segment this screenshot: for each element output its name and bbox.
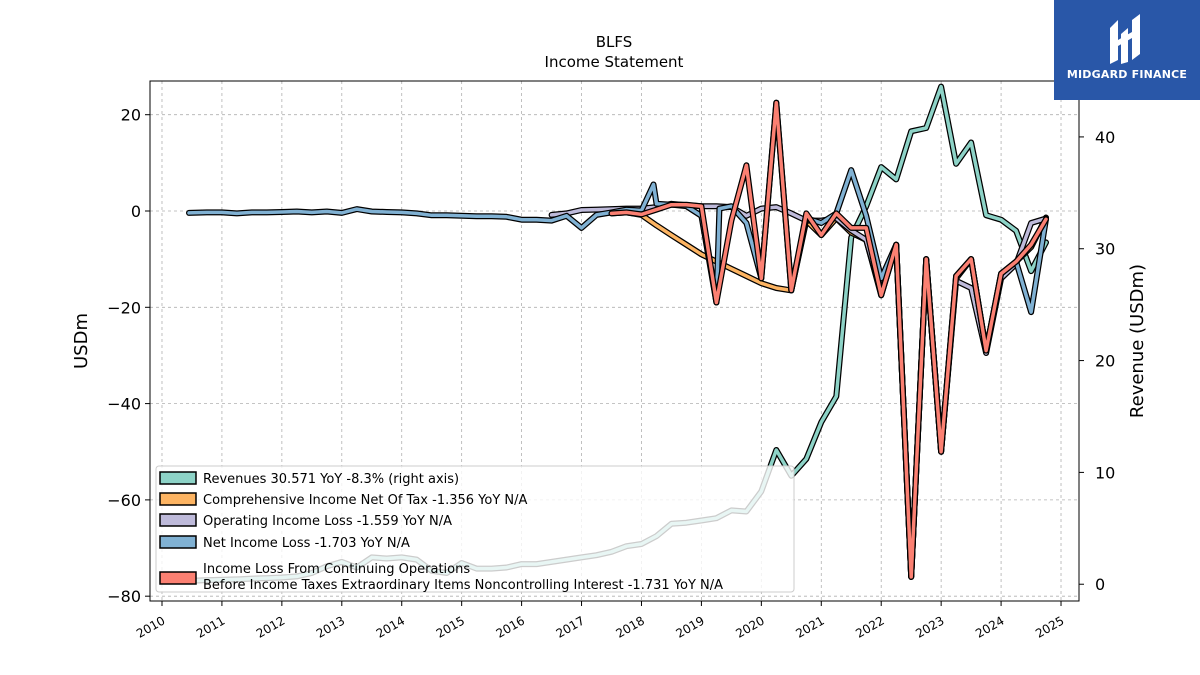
legend-swatch — [159, 471, 197, 485]
y-axis-left: 20 0 −20 −40 −60 −80 — [107, 106, 150, 606]
chart-subtitle: Income Statement — [545, 53, 684, 71]
legend-label: Net Income Loss -1.703 YoY N/A — [203, 536, 410, 551]
grid — [150, 81, 1079, 601]
y-right-tick-label: 0 — [1095, 575, 1105, 594]
x-axis: 2010 2011 2012 2013 2014 2015 2016 2017 2018 2019… — [134, 601, 1067, 641]
y-axis-left-label: USDm — [71, 313, 92, 369]
y-right-tick-label: 40 — [1095, 128, 1115, 147]
x-tick-label: 2024 — [973, 613, 1006, 640]
y-axis-right-label: Revenue (USDm) — [1127, 264, 1148, 418]
logo-text: MIDGARD FINANCE — [1066, 68, 1188, 81]
y-left-tick-label: −60 — [107, 491, 141, 510]
series-4 — [608, 99, 1049, 580]
y-axis-right: 40 30 20 10 0 — [1079, 128, 1115, 594]
x-tick-label: 2025 — [1033, 613, 1066, 640]
x-tick-label: 2021 — [793, 613, 826, 640]
x-tick-label: 2011 — [194, 613, 227, 640]
y-left-tick-label: −80 — [107, 587, 141, 606]
x-tick-label: 2022 — [853, 613, 886, 640]
series-line — [609, 100, 1048, 579]
legend-swatch — [159, 513, 197, 527]
x-tick-label: 2023 — [913, 613, 946, 640]
x-tick-label: 2010 — [134, 613, 167, 640]
y-left-tick-label: 0 — [131, 202, 141, 221]
y-left-tick-label: −20 — [107, 298, 141, 317]
x-tick-label: 2020 — [733, 613, 766, 640]
chart-title: BLFS — [596, 33, 633, 51]
legend-label: Before Income Taxes Extraordinary Items … — [203, 578, 723, 593]
x-tick-label: 2015 — [434, 613, 467, 640]
legend-label: Comprehensive Income Net Of Tax -1.356 Y… — [203, 493, 528, 508]
y-right-tick-label: 30 — [1095, 240, 1115, 259]
legend-box — [155, 465, 795, 593]
legend: Revenues 30.571 YoY -8.3% (right axis) Co… — [155, 465, 795, 593]
x-tick-label: 2014 — [374, 613, 407, 640]
y-right-tick-label: 10 — [1095, 463, 1115, 482]
x-tick-label: 2017 — [554, 613, 587, 640]
legend-label: Revenues 30.571 YoY -8.3% (right axis) — [203, 472, 459, 487]
x-tick-label: 2013 — [314, 613, 347, 640]
midgard-finance-logo: MIDGARD FINANCE — [1054, 0, 1200, 100]
y-left-tick-label: −40 — [107, 395, 141, 414]
legend-label: Operating Income Loss -1.559 YoY N/A — [203, 514, 452, 529]
legend-label: Income Loss From Continuing Operations — [203, 562, 470, 577]
x-tick-label: 2012 — [254, 613, 287, 640]
y-left-tick-label: 20 — [121, 106, 141, 125]
x-tick-label: 2016 — [494, 613, 527, 640]
legend-swatch — [159, 571, 197, 585]
x-tick-label: 2018 — [614, 613, 647, 640]
x-tick-label: 2019 — [673, 613, 706, 640]
legend-swatch — [159, 535, 197, 549]
logo-icon — [1110, 14, 1140, 64]
y-right-tick-label: 20 — [1095, 352, 1115, 371]
plot-frame — [149, 80, 1080, 602]
legend-swatch — [159, 492, 197, 506]
